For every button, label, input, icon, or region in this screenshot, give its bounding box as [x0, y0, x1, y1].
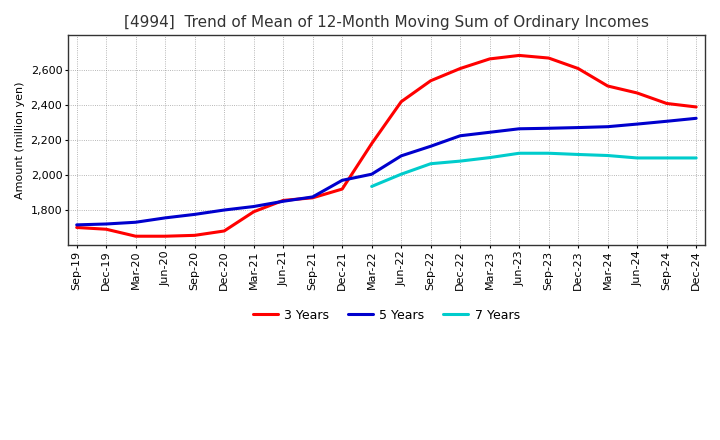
3 Years	[456, 66, 464, 71]
3 Years	[692, 104, 701, 110]
Y-axis label: Amount (million yen): Amount (million yen)	[15, 81, 25, 199]
7 Years	[367, 184, 376, 189]
5 Years	[220, 207, 228, 213]
5 Years	[544, 126, 553, 131]
7 Years	[692, 155, 701, 161]
3 Years	[603, 83, 612, 88]
5 Years	[662, 119, 671, 124]
7 Years	[426, 161, 435, 166]
7 Years	[603, 153, 612, 158]
5 Years	[279, 198, 287, 204]
7 Years	[485, 155, 494, 160]
7 Years	[633, 155, 642, 161]
3 Years	[279, 198, 287, 203]
3 Years	[515, 53, 523, 58]
3 Years	[544, 55, 553, 61]
3 Years	[161, 234, 169, 239]
5 Years	[338, 178, 346, 183]
5 Years	[102, 221, 111, 227]
Title: [4994]  Trend of Mean of 12-Month Moving Sum of Ordinary Incomes: [4994] Trend of Mean of 12-Month Moving …	[124, 15, 649, 30]
3 Years	[662, 101, 671, 106]
5 Years	[426, 143, 435, 149]
3 Years	[102, 227, 111, 232]
5 Years	[692, 116, 701, 121]
7 Years	[574, 152, 582, 157]
5 Years	[485, 130, 494, 135]
3 Years	[190, 233, 199, 238]
3 Years	[397, 99, 405, 104]
3 Years	[338, 187, 346, 192]
5 Years	[397, 153, 405, 158]
7 Years	[515, 150, 523, 156]
5 Years	[367, 172, 376, 177]
7 Years	[456, 158, 464, 164]
3 Years	[131, 234, 140, 239]
5 Years	[633, 121, 642, 127]
3 Years	[485, 56, 494, 62]
3 Years	[249, 209, 258, 214]
Line: 3 Years: 3 Years	[77, 55, 696, 236]
3 Years	[308, 195, 317, 201]
7 Years	[544, 150, 553, 156]
3 Years	[73, 225, 81, 230]
5 Years	[249, 204, 258, 209]
3 Years	[426, 78, 435, 84]
5 Years	[515, 126, 523, 132]
Line: 5 Years: 5 Years	[77, 118, 696, 225]
7 Years	[662, 155, 671, 161]
5 Years	[574, 125, 582, 130]
Line: 7 Years: 7 Years	[372, 153, 696, 187]
5 Years	[131, 220, 140, 225]
5 Years	[456, 133, 464, 139]
7 Years	[397, 172, 405, 177]
5 Years	[73, 222, 81, 227]
5 Years	[161, 215, 169, 220]
5 Years	[190, 212, 199, 217]
5 Years	[603, 124, 612, 129]
5 Years	[308, 194, 317, 200]
Legend: 3 Years, 5 Years, 7 Years: 3 Years, 5 Years, 7 Years	[248, 304, 525, 327]
3 Years	[633, 90, 642, 95]
3 Years	[574, 66, 582, 71]
3 Years	[220, 228, 228, 234]
3 Years	[367, 141, 376, 146]
